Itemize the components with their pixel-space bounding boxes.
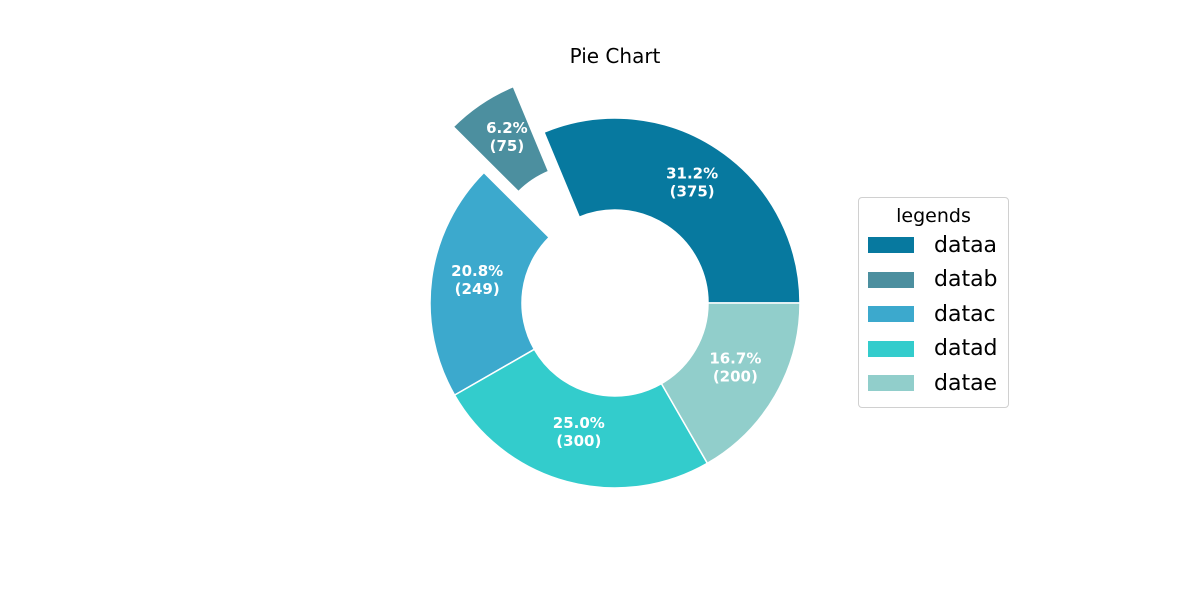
slice-percent-dataa: 31.2%	[666, 164, 718, 182]
legend-swatch-datac	[868, 306, 914, 323]
slice-group	[429, 85, 801, 489]
slice-value-datac: (249)	[455, 280, 500, 298]
legend-swatch-datab	[868, 271, 914, 288]
legend-swatch-datae	[868, 375, 914, 392]
legend-items: dataa datab datac datad datae	[859, 228, 1008, 401]
slice-datac	[429, 171, 551, 397]
slice-value-datae: (200)	[713, 368, 758, 386]
slice-value-datad: (300)	[556, 432, 601, 450]
legend-title: legends	[896, 205, 971, 227]
legend-swatch-dataa	[868, 237, 914, 254]
slice-percent-datad: 25.0%	[553, 414, 605, 432]
slice-value-datab: (75)	[490, 137, 525, 155]
slice-label-datad: 25.0% (300)	[553, 414, 605, 450]
slice-datad	[453, 348, 709, 489]
legend-swatch-datad	[868, 340, 914, 357]
slice-label-datac: 20.8% (249)	[451, 262, 503, 298]
legend-item-datae: datae	[859, 366, 1008, 401]
slice-label-datae: 16.7% (200)	[709, 350, 761, 386]
legend-label-datad: datad	[934, 336, 998, 362]
slice-label-datab: 6.2% (75)	[486, 119, 528, 155]
legend-label-datae: datae	[934, 370, 998, 396]
legend-label-datac: datac	[934, 301, 996, 327]
slice-datab	[452, 85, 550, 193]
slice-percent-datac: 20.8%	[451, 262, 503, 280]
slice-value-dataa: (375)	[670, 182, 715, 200]
legend-item-dataa: dataa	[859, 228, 1008, 263]
legend: legends dataa datab datac datad datae	[858, 197, 1009, 408]
legend-label-dataa: dataa	[934, 232, 998, 258]
legend-item-datac: datac	[859, 297, 1008, 332]
legend-item-datad: datad	[859, 332, 1008, 367]
legend-label-datab: datab	[934, 267, 998, 293]
slice-label-group: 31.2% (375) 6.2% (75) 20.8% (249) 25.0% (300) 16…	[451, 119, 761, 450]
chart-title: Pie Chart	[569, 44, 661, 68]
slice-dataa	[542, 117, 801, 304]
slice-percent-datab: 6.2%	[486, 119, 528, 137]
slice-datae	[660, 302, 801, 465]
legend-item-datab: datab	[859, 263, 1008, 298]
slice-percent-datae: 16.7%	[709, 350, 761, 368]
slice-label-dataa: 31.2% (375)	[666, 164, 718, 200]
